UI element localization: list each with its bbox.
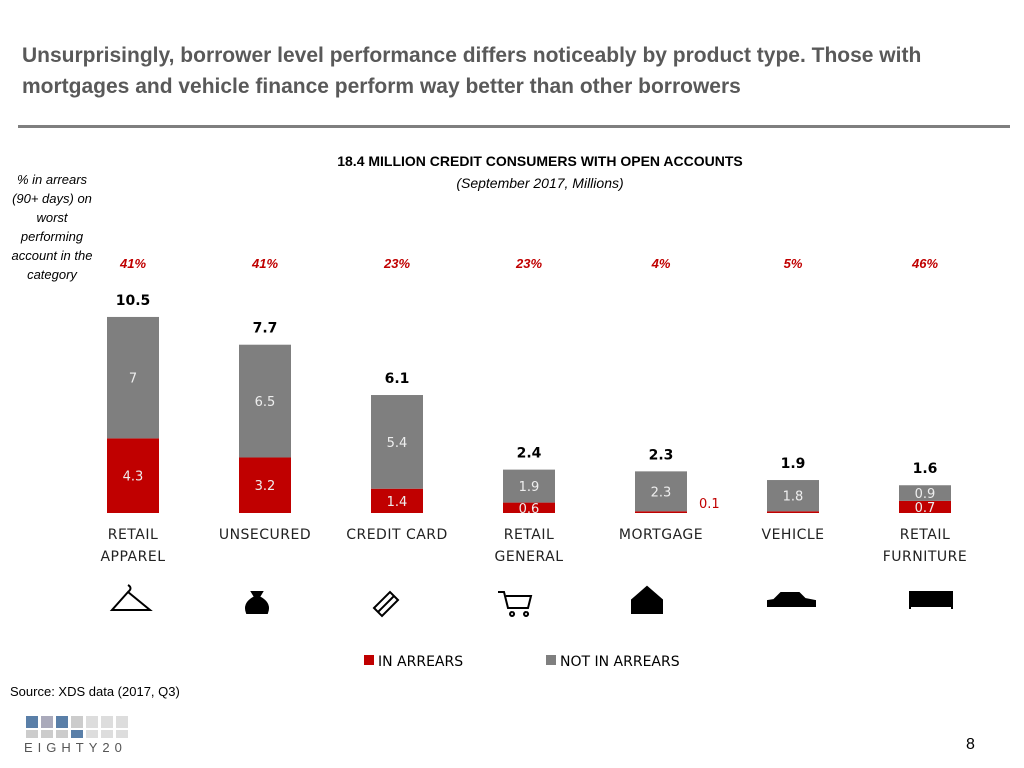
segment-label: 2.3 — [651, 485, 672, 500]
total-label: 10.5 — [116, 293, 151, 309]
legend-label: NOT IN ARREARS — [560, 654, 680, 670]
bar-segment — [635, 511, 687, 513]
legend-swatch — [364, 655, 374, 665]
bar-segment — [239, 344, 291, 458]
bar-segment — [107, 438, 159, 513]
total-label: 1.9 — [781, 456, 806, 472]
source: Source: XDS data (2017, Q3) — [10, 684, 180, 699]
arrears-percent: 41% — [251, 256, 278, 271]
segment-label: 0.7 — [915, 501, 936, 516]
page-number: 8 — [966, 736, 975, 753]
bar-segment — [371, 488, 423, 513]
icon-car — [767, 592, 816, 607]
arrears-percent: 23% — [383, 256, 410, 271]
arrears-percent: 4% — [651, 256, 671, 271]
segment-label: 0.9 — [915, 487, 936, 502]
chart-title: 18.4 MILLION CREDIT CONSUMERS WITH OPEN … — [337, 153, 743, 169]
x-tick-label: VEHICLE — [761, 527, 825, 543]
x-tick-label: MORTGAGE — [618, 527, 704, 543]
arrears-percent: 41% — [119, 256, 146, 271]
logo: EIGHTY20 — [24, 740, 127, 755]
legend-swatch — [546, 655, 556, 665]
segment-label: 1.4 — [387, 495, 408, 510]
x-tick-label: RETAIL APPAREL — [100, 527, 166, 565]
title-rule — [18, 125, 1010, 128]
segment-label: 4.3 — [123, 470, 144, 485]
segment-label: 1.8 — [783, 490, 804, 505]
bar-segment — [107, 316, 159, 439]
segment-label: 5.4 — [387, 436, 408, 451]
segment-label: 6.5 — [255, 395, 276, 410]
slide-title: Unsurprisingly, borrower level performan… — [22, 44, 922, 98]
x-tick-label: RETAIL GENERAL — [494, 527, 564, 565]
bar-segment — [899, 485, 951, 501]
icon-money-bag — [245, 591, 269, 614]
x-tick-label: CREDIT CARD — [346, 527, 448, 543]
icon-card — [372, 590, 400, 618]
segment-label: 0.1 — [699, 497, 720, 512]
bar-segment — [767, 480, 819, 512]
bar-segment — [503, 502, 555, 513]
bar-segment — [767, 511, 819, 513]
total-label: 2.4 — [517, 446, 542, 462]
icon-hanger — [109, 584, 153, 611]
arrears-percent: 46% — [911, 256, 938, 271]
arrears-percent: 5% — [784, 256, 803, 271]
icon-house — [631, 585, 663, 614]
logo-squares — [26, 716, 128, 738]
arrears-percent: 23% — [515, 256, 542, 271]
segment-label: 7 — [129, 372, 137, 387]
total-label: 1.6 — [913, 461, 938, 477]
chart-note: % in arrears (90+ days) on worst perform… — [11, 172, 93, 282]
bar-segment — [899, 500, 951, 513]
segment-label: 3.2 — [255, 479, 276, 494]
total-label: 7.7 — [253, 321, 278, 337]
bar-segment — [371, 395, 423, 489]
bar-segment — [635, 471, 687, 512]
x-tick-label: RETAIL FURNITURE — [882, 527, 968, 565]
chart-subtitle: (September 2017, Millions) — [456, 175, 624, 191]
x-tick-label: UNSECURED — [218, 527, 312, 543]
total-label: 2.3 — [649, 447, 674, 463]
icon-sofa — [909, 591, 953, 609]
bar-segment — [239, 457, 291, 513]
total-label: 6.1 — [385, 371, 410, 387]
segment-label: 0.6 — [519, 502, 540, 517]
icon-cart — [498, 591, 533, 617]
icons — [109, 584, 953, 618]
bar-segment — [503, 469, 555, 503]
legend-label: IN ARREARS — [378, 654, 463, 670]
segment-label: 1.9 — [519, 480, 540, 495]
